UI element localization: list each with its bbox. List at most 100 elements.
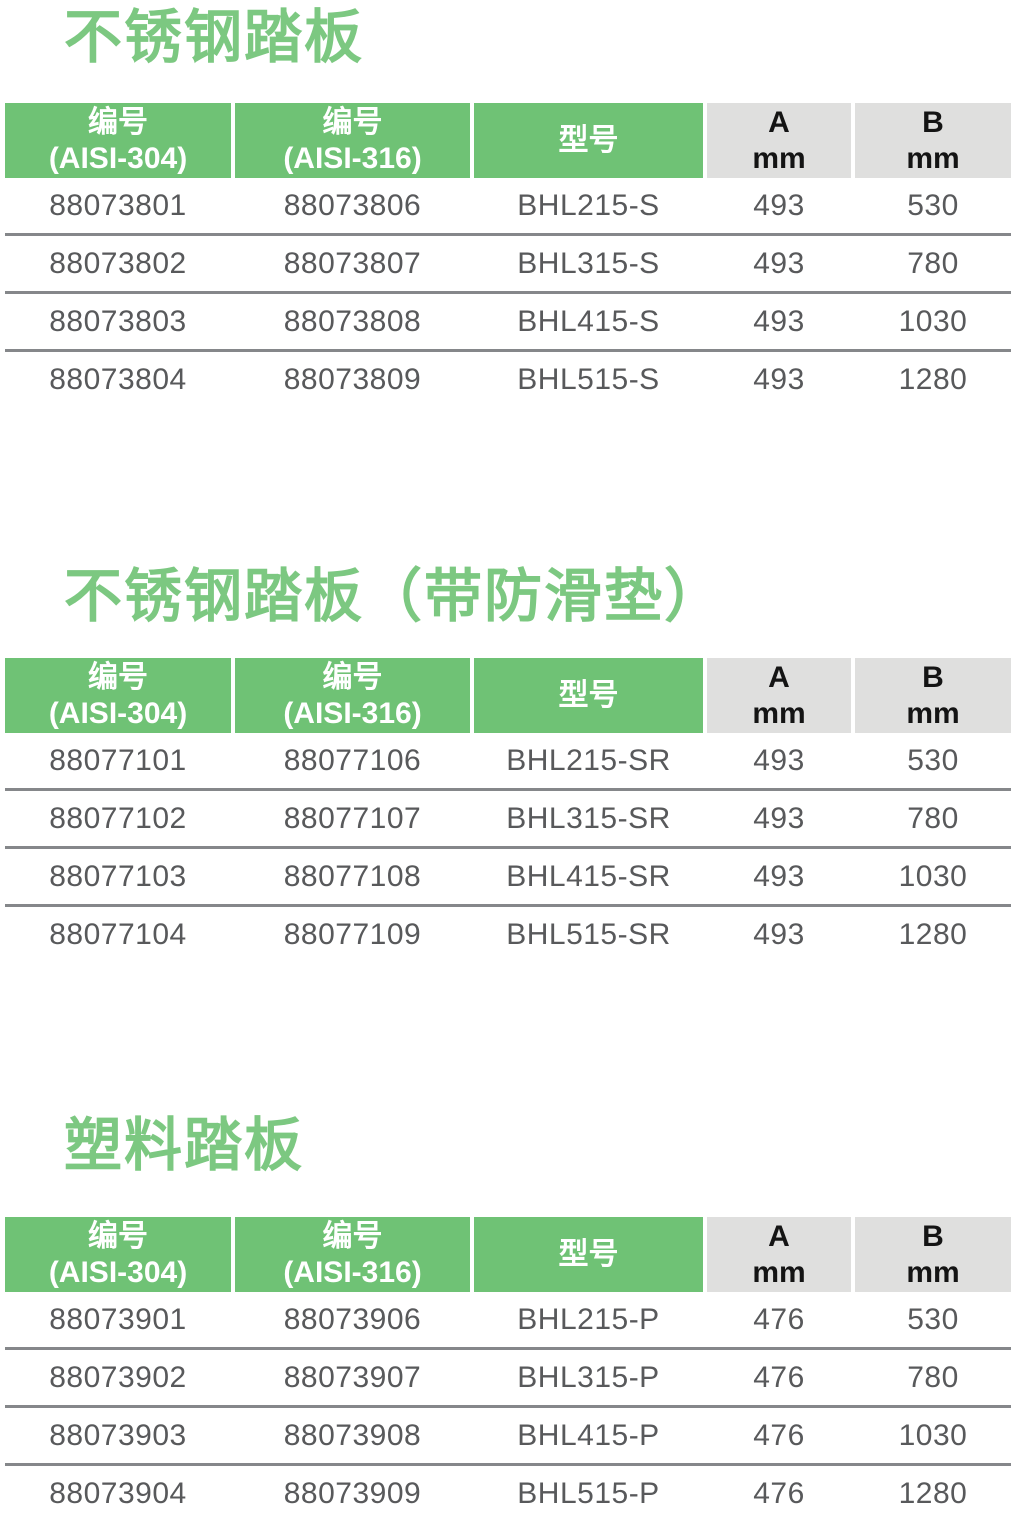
section-title: 不锈钢踏板（带防滑垫） xyxy=(64,564,725,629)
header-b-mm: B mm xyxy=(855,1217,1011,1292)
cell-b-mm: 780 xyxy=(907,246,959,280)
header-line: A xyxy=(768,1219,790,1253)
cell-aisi304-number: 88073902 xyxy=(49,1360,187,1394)
header-number-aisi316: 编号 (AISI-316) xyxy=(235,1217,470,1292)
cell-a-mm: 476 xyxy=(753,1302,805,1336)
cell-aisi316-number: 88073807 xyxy=(283,246,422,280)
header-line: 型号 xyxy=(558,123,619,157)
header-b-mm: B mm xyxy=(855,103,1011,178)
cell-b-mm: 1280 xyxy=(898,1476,968,1510)
cell-aisi316-number: 88077106 xyxy=(283,743,422,777)
header-line: 编号 xyxy=(322,1219,383,1253)
table-row: 88073803 88073808 BHL415-S 493 1030 xyxy=(5,291,1011,349)
header-line: (AISI-316) xyxy=(283,141,422,175)
cell-model: BHL415-SR xyxy=(506,859,671,893)
header-line: mm xyxy=(906,141,960,175)
cell-model: BHL415-S xyxy=(517,304,660,338)
header-a-mm: A mm xyxy=(707,103,851,178)
table-row: 88077102 88077107 BHL315-SR 493 780 xyxy=(5,788,1011,846)
header-line: B xyxy=(922,105,944,139)
cell-aisi304-number: 88073801 xyxy=(49,188,187,222)
header-model: 型号 xyxy=(474,103,703,178)
header-a-mm: A mm xyxy=(707,658,851,733)
cell-aisi316-number: 88077107 xyxy=(283,801,422,835)
table-row: 88073801 88073806 BHL215-S 493 530 xyxy=(5,178,1011,233)
cell-aisi304-number: 88073904 xyxy=(49,1476,187,1510)
header-line: 编号 xyxy=(88,1219,148,1253)
cell-a-mm: 493 xyxy=(753,188,805,222)
table-row: 88077103 88077108 BHL415-SR 493 1030 xyxy=(5,846,1011,904)
cell-b-mm: 1280 xyxy=(898,362,968,396)
header-number-aisi316: 编号 (AISI-316) xyxy=(235,103,470,178)
header-line: B xyxy=(922,660,944,694)
cell-aisi316-number: 88073907 xyxy=(283,1360,422,1394)
header-model: 型号 xyxy=(474,658,703,733)
cell-aisi304-number: 88073803 xyxy=(49,304,187,338)
cell-aisi304-number: 88077101 xyxy=(49,743,187,777)
cell-model: BHL215-S xyxy=(517,188,660,222)
cell-b-mm: 530 xyxy=(907,1302,959,1336)
cell-aisi304-number: 88077102 xyxy=(49,801,187,835)
table-row: 88073903 88073908 BHL415-P 476 1030 xyxy=(5,1405,1011,1463)
section-title: 塑料踏板 xyxy=(64,1113,305,1178)
header-line: 编号 xyxy=(322,105,383,139)
cell-aisi316-number: 88073806 xyxy=(283,188,422,222)
product-table: 编号 (AISI-304) 编号 (AISI-316) 型号 A mm B mm… xyxy=(5,1217,1011,1521)
cell-a-mm: 476 xyxy=(753,1476,805,1510)
header-line: (AISI-304) xyxy=(48,1255,188,1289)
header-line: A xyxy=(768,660,790,694)
header-line: mm xyxy=(752,141,806,175)
header-line: (AISI-304) xyxy=(48,696,188,730)
table-row: 88073901 88073906 BHL215-P 476 530 xyxy=(5,1292,1011,1347)
cell-b-mm: 1280 xyxy=(898,917,968,951)
cell-aisi304-number: 88077103 xyxy=(49,859,187,893)
header-b-mm: B mm xyxy=(855,658,1011,733)
table-row: 88073802 88073807 BHL315-S 493 780 xyxy=(5,233,1011,291)
cell-b-mm: 780 xyxy=(907,801,959,835)
cell-model: BHL215-P xyxy=(517,1302,660,1336)
section-stainless-steel-pedal-antislip: 不锈钢踏板（带防滑垫） 编号 (AISI-304) 编号 (AISI-316) … xyxy=(0,563,1016,962)
header-line: 编号 xyxy=(88,105,148,139)
cell-model: BHL515-SR xyxy=(506,917,671,951)
cell-model: BHL415-P xyxy=(517,1418,660,1452)
cell-a-mm: 476 xyxy=(753,1418,805,1452)
header-line: 型号 xyxy=(558,678,619,712)
table-row: 88073804 88073809 BHL515-S 493 1280 xyxy=(5,349,1011,407)
cell-a-mm: 493 xyxy=(753,743,805,777)
header-line: 型号 xyxy=(558,1237,619,1271)
header-line: 编号 xyxy=(88,660,148,694)
table-header-row: 编号 (AISI-304) 编号 (AISI-316) 型号 A mm B mm xyxy=(5,658,1011,733)
cell-aisi304-number: 88073901 xyxy=(49,1302,187,1336)
cell-a-mm: 493 xyxy=(753,859,805,893)
table-row: 88073904 88073909 BHL515-P 476 1280 xyxy=(5,1463,1011,1521)
header-line: mm xyxy=(752,1255,806,1289)
cell-a-mm: 493 xyxy=(753,246,805,280)
section-title: 不锈钢踏板 xyxy=(64,5,365,70)
cell-aisi316-number: 88077109 xyxy=(283,917,422,951)
header-line: mm xyxy=(906,696,960,730)
cell-b-mm: 1030 xyxy=(898,859,968,893)
header-line: (AISI-304) xyxy=(48,141,188,175)
product-table: 编号 (AISI-304) 编号 (AISI-316) 型号 A mm B mm… xyxy=(5,658,1011,962)
cell-model: BHL215-SR xyxy=(506,743,671,777)
table-header-row: 编号 (AISI-304) 编号 (AISI-316) 型号 A mm B mm xyxy=(5,1217,1011,1292)
header-line: B xyxy=(922,1219,944,1253)
header-line: 编号 xyxy=(322,660,383,694)
cell-aisi316-number: 88073909 xyxy=(283,1476,422,1510)
cell-b-mm: 530 xyxy=(907,743,959,777)
header-line: (AISI-316) xyxy=(283,696,422,730)
cell-aisi316-number: 88073908 xyxy=(283,1418,422,1452)
cell-model: BHL315-P xyxy=(517,1360,660,1394)
cell-aisi316-number: 88073906 xyxy=(283,1302,422,1336)
header-line: A xyxy=(768,105,790,139)
header-number-aisi304: 编号 (AISI-304) xyxy=(5,658,231,733)
cell-aisi304-number: 88077104 xyxy=(49,917,187,951)
cell-aisi316-number: 88073809 xyxy=(283,362,422,396)
cell-aisi316-number: 88073808 xyxy=(283,304,422,338)
header-number-aisi316: 编号 (AISI-316) xyxy=(235,658,470,733)
header-number-aisi304: 编号 (AISI-304) xyxy=(5,1217,231,1292)
cell-aisi316-number: 88077108 xyxy=(283,859,422,893)
cell-b-mm: 530 xyxy=(907,188,959,222)
cell-a-mm: 493 xyxy=(753,801,805,835)
table-row: 88073902 88073907 BHL315-P 476 780 xyxy=(5,1347,1011,1405)
